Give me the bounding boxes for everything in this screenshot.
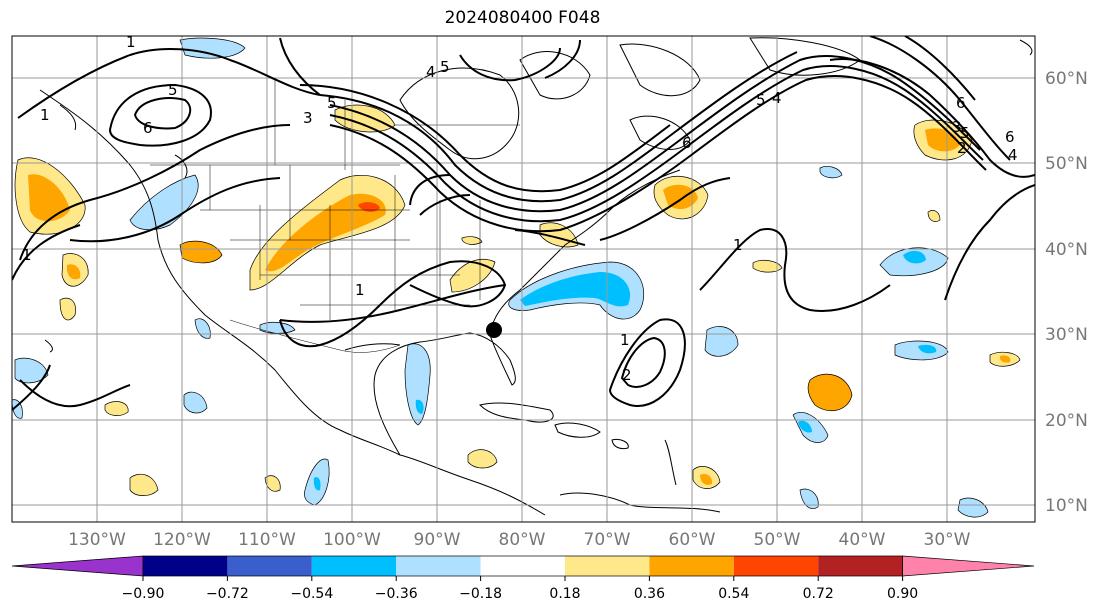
contour-label: 3 (952, 118, 962, 136)
colorbar-tick-label: 0.54 (718, 586, 749, 602)
state-borders (150, 80, 520, 353)
contour-label: 6 (143, 119, 153, 137)
contour-label: 3 (303, 109, 313, 127)
colorbar: −0.90 −0.72 −0.54 −0.36 −0.18 0.18 0.36 … (11, 555, 1035, 602)
lat-label-50: 50°N (1045, 154, 1088, 174)
contour-label: 1 (22, 246, 32, 264)
colorbar-tick-label: 0.36 (634, 586, 665, 602)
colorbar-tick-label: −0.36 (375, 586, 418, 602)
location-marker (486, 322, 502, 338)
contour-label: 5 (960, 124, 970, 142)
blob-yellow-canada (334, 104, 396, 133)
lon-label-30: 30°W (924, 530, 971, 550)
contours (12, 36, 1035, 411)
contour-label: 4 (426, 63, 436, 81)
contour-label: 6 (1005, 128, 1015, 146)
colorbar-tick-label: −0.72 (206, 586, 249, 602)
lon-label-110: 110°W (238, 530, 296, 550)
lon-label-40: 40°W (839, 530, 886, 550)
map-title: 2024080400 F048 (444, 8, 601, 28)
colorbar-right-arrow (902, 555, 1035, 577)
blob-orange-central-atlantic (807, 373, 853, 412)
colorbar-segment (396, 556, 481, 576)
colorbar-segment (311, 556, 397, 576)
colorbar-tick-label: 0.18 (549, 586, 580, 602)
map-area: 1 5 6 3 5 4 5 6 5 4 6 1 1 1 1 2 1 3 2 5 … (12, 33, 1035, 522)
shading-layer (12, 37, 1021, 518)
blob-blue-pacific-nw (129, 174, 199, 231)
contour-label: 1 (355, 281, 365, 299)
contour-label: 1 (620, 331, 630, 349)
contour-label: 4 (772, 89, 782, 107)
colorbar-segment (649, 556, 734, 576)
lat-label-60: 60°N (1045, 69, 1088, 89)
latitude-labels: 60°N 50°N 40°N 30°N 20°N 10°N (1045, 69, 1088, 516)
lon-label-60: 60°W (669, 530, 716, 550)
contour-label: 2 (622, 366, 632, 384)
longitude-labels: 130°W 120°W 110°W 100°W 90°W 80°W 70°W 6… (68, 530, 971, 550)
colorbar-tick-label: −0.54 (290, 586, 333, 602)
blob-blue-gulf (404, 343, 431, 426)
lon-label-80: 80°W (499, 530, 546, 550)
contour-label: 6 (682, 134, 692, 152)
contour-label: 5 (440, 58, 450, 76)
colorbar-segment (480, 556, 565, 576)
gulf-of-mexico-outline (344, 343, 401, 351)
colorbar-tick-label: 0.90 (887, 586, 918, 602)
contour-label: 5 (756, 91, 766, 109)
colorbar-segment (143, 556, 228, 576)
contour-label: 6 (956, 94, 966, 112)
lat-label-20: 20°N (1045, 411, 1088, 431)
colorbar-segment (733, 556, 819, 576)
contour-label: 2 (957, 139, 967, 157)
colorbar-left-arrow (11, 555, 144, 577)
contour-label: 5 (168, 81, 178, 99)
contour-label: 4 (1008, 146, 1018, 164)
colorbar-segment (818, 556, 903, 576)
lon-label-130: 130°W (68, 530, 126, 550)
colorbar-tick-label: 0.72 (803, 586, 834, 602)
lon-label-70: 70°W (584, 530, 631, 550)
hudson-bay-coastline (399, 67, 520, 160)
gridlines (12, 36, 1035, 522)
contour-label: 5 (327, 94, 337, 112)
colorbar-tick-label: −0.18 (459, 586, 502, 602)
map-frame (11, 35, 1036, 523)
colorbar-tick-label: −0.90 (122, 586, 165, 602)
colorbar-ticks (142, 576, 904, 581)
contour-label: 1 (126, 33, 136, 51)
lat-label-40: 40°N (1045, 240, 1088, 260)
contour-labels: 1 5 6 3 5 4 5 6 5 4 6 1 1 1 1 2 1 3 2 5 … (22, 33, 1018, 384)
lon-label-100: 100°W (323, 530, 381, 550)
lon-label-120: 120°W (153, 530, 211, 550)
north-america-coastline (39, 89, 681, 516)
colorbar-segment (227, 556, 312, 576)
colorbar-segment (565, 556, 650, 576)
lon-label-50: 50°W (754, 530, 801, 550)
coastlines (39, 37, 1033, 516)
contour-label: 1 (733, 236, 743, 254)
contour-label: 1 (40, 106, 50, 124)
lat-label-30: 30°N (1045, 325, 1088, 345)
lon-label-90: 90°W (414, 530, 461, 550)
lat-label-10: 10°N (1045, 496, 1088, 516)
